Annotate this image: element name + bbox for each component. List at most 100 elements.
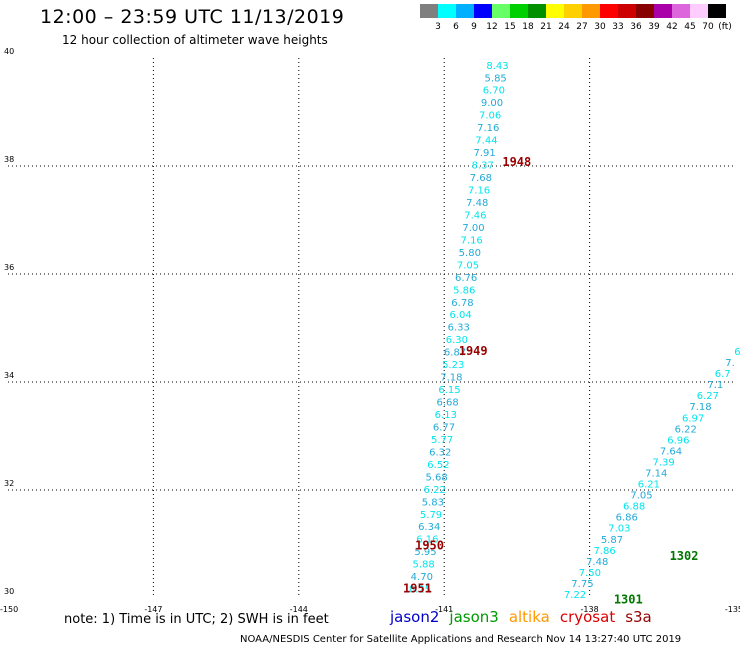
swh-value: 5.23 xyxy=(442,360,464,371)
pass-time-label: 1302 xyxy=(670,549,699,563)
longitude-label: -144 xyxy=(290,605,308,614)
swh-value: 7.03 xyxy=(608,524,630,535)
swh-value: 5.85 xyxy=(485,73,507,84)
pass-time-label: 1301 xyxy=(614,592,643,606)
swh-value: 6.97 xyxy=(682,413,704,424)
color-bin-label: 3 xyxy=(435,22,441,32)
color-swatch xyxy=(636,4,654,18)
longitude-label: -147 xyxy=(144,605,162,614)
latitude-label: 30 xyxy=(4,587,14,596)
pass-time-label: 1950 xyxy=(415,538,444,552)
color-bin-label: 39 xyxy=(648,22,660,32)
swh-value: 6.33 xyxy=(448,323,470,334)
swh-value: 6 xyxy=(734,347,740,358)
longitude-label: -135 xyxy=(725,605,740,614)
swh-value: 8.37 xyxy=(472,161,494,172)
color-swatch xyxy=(582,4,600,18)
swh-value: 7.16 xyxy=(477,123,499,134)
swh-value: 7.48 xyxy=(466,198,488,209)
latitude-label: 36 xyxy=(4,263,14,272)
swh-value: 7.14 xyxy=(645,469,667,480)
color-swatch xyxy=(618,4,636,18)
color-swatch xyxy=(600,4,618,18)
pass-time-labels: 1951 1950 1949 1948 1301 1302 xyxy=(403,155,698,606)
swh-value: 7.22 xyxy=(564,590,586,601)
swh-value: 8.25 xyxy=(409,585,431,596)
swh-value: 6.32 xyxy=(429,447,451,458)
swh-value: 8.43 xyxy=(486,61,508,72)
swh-value: 6.30 xyxy=(446,335,468,346)
swh-value: 6.52 xyxy=(427,460,449,471)
swh-value: 5.95 xyxy=(414,547,436,558)
swh-value: 7.75 xyxy=(571,579,593,590)
swh-value: 6.70 xyxy=(483,86,505,97)
swh-value: 5.80 xyxy=(459,248,481,259)
color-swatch xyxy=(474,4,492,18)
legend-jason2: jason2 xyxy=(390,608,440,626)
color-bin-label: 27 xyxy=(576,22,588,32)
swh-value: 7.05 xyxy=(630,491,652,502)
swh-value: 6.22 xyxy=(424,485,446,496)
pass-time-label: 1951 xyxy=(403,582,432,596)
swh-value: 7.48 xyxy=(586,557,608,568)
longitude-label: -138 xyxy=(581,605,599,614)
swh-value: 7.91 xyxy=(473,148,495,159)
satellite-legend: jason2 jason3 altika cryosat s3a xyxy=(390,608,662,626)
swh-value: 5.77 xyxy=(431,435,453,446)
color-bin-label: 36 xyxy=(630,22,642,32)
swh-value: 6.13 xyxy=(435,410,457,421)
swh-value: 7.16 xyxy=(468,186,490,197)
swh-value: 6.16 xyxy=(416,535,438,546)
color-bin-label: 30 xyxy=(594,22,606,32)
color-bin-label: 45 xyxy=(684,22,696,32)
swh-value: 5.83 xyxy=(422,497,444,508)
swh-value: 6.27 xyxy=(697,391,719,402)
swh-value: 6.96 xyxy=(667,435,689,446)
color-swatch xyxy=(438,4,456,18)
latitude-label: 32 xyxy=(4,479,14,488)
color-swatch xyxy=(546,4,564,18)
color-bin-label: 42 xyxy=(666,22,678,32)
swh-value: 6.77 xyxy=(433,422,455,433)
swh-value: 7.00 xyxy=(462,223,484,234)
color-bin-label: 15 xyxy=(504,22,516,32)
swh-value: 7.06 xyxy=(479,111,501,122)
swh-value: 7.18 xyxy=(689,402,711,413)
swh-value: 6.15 xyxy=(438,385,460,396)
swh-value: 9.00 xyxy=(481,98,503,109)
color-bin-label: 24 xyxy=(558,22,570,32)
longitude-label: -150 xyxy=(0,605,18,614)
swh-value: 7.16 xyxy=(461,235,483,246)
color-swatch xyxy=(690,4,708,18)
swh-value: 6.21 xyxy=(638,480,660,491)
swh-value: 6.87 xyxy=(444,348,466,359)
swh-value: 7.44 xyxy=(475,136,497,147)
swh-value: 6.88 xyxy=(623,502,645,513)
swh-value: 7.68 xyxy=(470,173,492,184)
legend-altika: altika xyxy=(508,608,550,626)
legend-cryosat: cryosat xyxy=(559,608,616,626)
latitude-label: 40 xyxy=(4,47,14,56)
color-swatch xyxy=(492,4,510,18)
footer-credit: NOAA/NESDIS Center for Satellite Applica… xyxy=(240,634,682,645)
latitude-label: 38 xyxy=(4,155,14,164)
swh-value: 5.88 xyxy=(413,560,435,571)
swh-value: 5.68 xyxy=(425,472,447,483)
color-bin-label: 70 xyxy=(702,22,714,32)
latitude-label: 34 xyxy=(4,371,14,380)
swh-value: 5.86 xyxy=(453,285,475,296)
color-bin-label: 9 xyxy=(471,22,477,32)
color-swatch xyxy=(672,4,690,18)
color-bin-label: 33 xyxy=(612,22,624,32)
longitude-label: -141 xyxy=(435,605,453,614)
swh-value: 6.76 xyxy=(455,273,477,284)
swh-value: 6.68 xyxy=(437,398,459,409)
satellite-tracks: 7.227.757.507.487.865.877.036.866.887.05… xyxy=(409,61,740,601)
swh-value: 6.34 xyxy=(418,522,440,533)
swh-value: 6.22 xyxy=(675,424,697,435)
swh-value: 7.46 xyxy=(464,210,486,221)
swh-value: 5.87 xyxy=(601,535,623,546)
color-bin-label: 6 xyxy=(453,22,459,32)
color-scale-unit: (ft) xyxy=(718,22,732,32)
